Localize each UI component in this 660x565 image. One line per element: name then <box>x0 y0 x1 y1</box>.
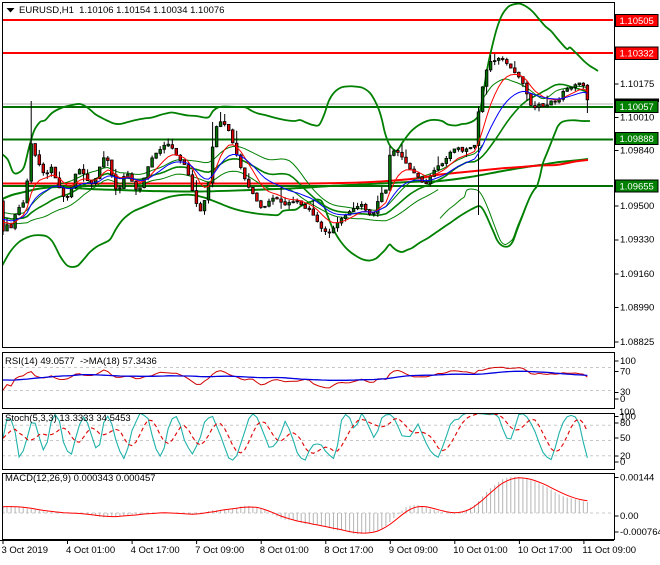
svg-text:EURUSD,H1 1.10106 1.10154 1.1: EURUSD,H1 1.10106 1.10154 1.10034 1.1007… <box>19 5 224 16</box>
svg-text:1.10332: 1.10332 <box>620 49 654 60</box>
svg-text:8 Oct 01:00: 8 Oct 01:00 <box>260 545 309 556</box>
svg-text:10 Oct 01:00: 10 Oct 01:00 <box>453 545 507 556</box>
svg-text:10 Oct 17:00: 10 Oct 17:00 <box>518 545 572 556</box>
svg-text:100: 100 <box>620 356 636 367</box>
svg-text:100: 100 <box>620 411 636 422</box>
svg-text:1.09500: 1.09500 <box>620 201 654 212</box>
svg-text:-0.000764: -0.000764 <box>620 527 660 538</box>
svg-text:20: 20 <box>620 451 631 462</box>
svg-text:30: 30 <box>620 387 631 398</box>
svg-text:7 Oct 09:00: 7 Oct 09:00 <box>195 545 244 556</box>
svg-text:1.09160: 1.09160 <box>620 269 654 280</box>
svg-text:9 Oct 09:00: 9 Oct 09:00 <box>389 545 438 556</box>
svg-text:3 Oct 2019: 3 Oct 2019 <box>2 545 48 556</box>
svg-text:4 Oct 17:00: 4 Oct 17:00 <box>131 545 180 556</box>
svg-text:0: 0 <box>620 457 625 468</box>
svg-text:80: 80 <box>620 418 631 429</box>
svg-text:1.08990: 1.08990 <box>620 303 654 314</box>
svg-text:1.09655: 1.09655 <box>620 181 654 192</box>
svg-text:4 Oct 01:00: 4 Oct 01:00 <box>66 545 115 556</box>
svg-text:50: 50 <box>620 433 631 444</box>
svg-text:0.00: 0.00 <box>620 511 639 522</box>
svg-text:RSI(14) 49.0577 ->MA(18) 57.3: RSI(14) 49.0577 ->MA(18) 57.3436 <box>5 356 157 367</box>
svg-text:100: 100 <box>619 407 635 418</box>
svg-text:1.10010: 1.10010 <box>620 112 654 123</box>
svg-text:1.10175: 1.10175 <box>620 79 654 90</box>
svg-text:1.09840: 1.09840 <box>620 146 654 157</box>
svg-text:Stoch(5,3,3) 13.3333 34.5453: Stoch(5,3,3) 13.3333 34.5453 <box>5 413 131 424</box>
svg-text:8 Oct 17:00: 8 Oct 17:00 <box>324 545 373 556</box>
svg-text:MACD(12,26,9) 0.000343 0.00045: MACD(12,26,9) 0.000343 0.000457 <box>5 473 156 484</box>
svg-text:1.09330: 1.09330 <box>620 235 654 246</box>
svg-text:11 Oct 09:00: 11 Oct 09:00 <box>582 545 636 556</box>
svg-text:1.10505: 1.10505 <box>620 16 654 27</box>
svg-text:0.00144: 0.00144 <box>620 473 654 484</box>
svg-text:70: 70 <box>620 366 631 377</box>
svg-text:1.10057: 1.10057 <box>620 102 654 113</box>
svg-text:0: 0 <box>620 394 625 405</box>
svg-text:1.08825: 1.08825 <box>620 337 654 348</box>
svg-text:1.09888: 1.09888 <box>620 134 654 145</box>
